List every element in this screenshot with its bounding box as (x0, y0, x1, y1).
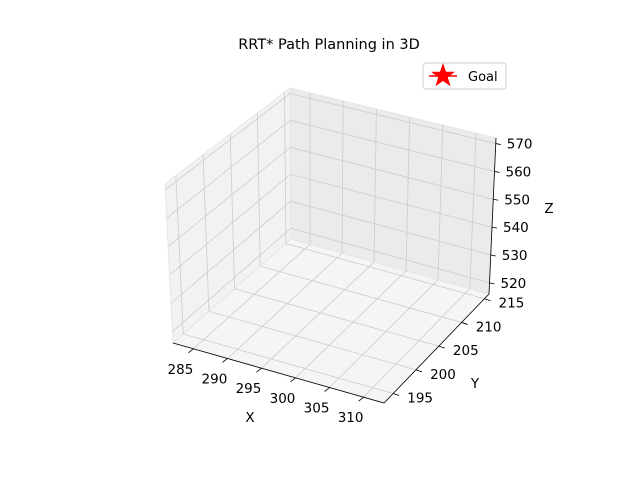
x-gridline (227, 100, 344, 359)
x-axis-line (172, 342, 385, 404)
axes-lines (172, 137, 497, 404)
y-tick-label: 200 (430, 367, 456, 383)
y-tick (415, 369, 423, 373)
chart-title: RRT* Path Planning in 3D (238, 37, 420, 53)
z-tick-label: 550 (504, 192, 530, 208)
axes-panes (164, 86, 497, 404)
grid-lines (165, 92, 496, 398)
x-gridline (193, 92, 311, 350)
x-gridline (261, 108, 377, 369)
tick-marks (188, 143, 501, 402)
z-tick (495, 143, 501, 145)
legend: Goal (422, 62, 507, 90)
z-axis-label: Z (544, 201, 553, 217)
y-tick (393, 393, 400, 396)
x-tick-label: 310 (338, 410, 364, 426)
z-axis-line (488, 137, 497, 295)
x-gridline (363, 133, 477, 398)
x-tick (290, 377, 296, 383)
z-tick-label: 520 (501, 276, 527, 292)
y-tick-label: 205 (453, 343, 479, 359)
z-gridline (170, 200, 491, 304)
z-tick (489, 282, 495, 285)
z-gridline (166, 119, 495, 219)
y-gridline (284, 92, 485, 300)
x-gridline (329, 125, 444, 388)
x-tick (358, 396, 364, 402)
z-gridline (167, 146, 494, 247)
y-tick (461, 322, 468, 325)
x-tick-label: 295 (236, 381, 262, 397)
x-tick (256, 367, 262, 373)
z-tick (491, 226, 498, 229)
z-tick-label: 540 (503, 220, 529, 236)
z-tick-label: 560 (506, 164, 532, 180)
x-axis-label: X (245, 410, 254, 426)
x-tick-label: 290 (202, 371, 228, 387)
y-tick (438, 345, 445, 349)
z-gridline (165, 92, 496, 190)
x-tick (188, 348, 194, 354)
y-tick-label: 210 (476, 319, 502, 335)
tick-labels: 285 290 295 300 305 310 195 200 205 210 215 520 530 5… (168, 137, 533, 427)
z-gridline (169, 173, 493, 276)
y-tick-label: 195 (407, 391, 433, 407)
legend-goal-star-icon (431, 62, 455, 87)
z-tick-label: 530 (502, 248, 528, 264)
z-tick (493, 198, 499, 201)
z-tick-label: 570 (507, 137, 533, 153)
y-gridline (175, 175, 394, 394)
y-gridline (202, 154, 417, 371)
z-tick (490, 254, 496, 257)
y-gridline (229, 133, 439, 347)
x-tick-label: 285 (168, 362, 194, 378)
y-axis-line (383, 293, 490, 404)
x-tick (324, 387, 330, 392)
z-gridline (172, 227, 490, 332)
x-tick-label: 300 (270, 391, 296, 407)
y-tick (484, 298, 491, 302)
x-tick-label: 305 (304, 401, 330, 417)
y-axis-label: Y (470, 376, 480, 392)
x-gridline (295, 117, 411, 379)
y-gridline (256, 113, 462, 323)
x-tick (222, 358, 228, 363)
z-tick (494, 171, 500, 173)
legend-goal-label: Goal (468, 70, 498, 85)
y-tick-label: 215 (499, 296, 525, 312)
